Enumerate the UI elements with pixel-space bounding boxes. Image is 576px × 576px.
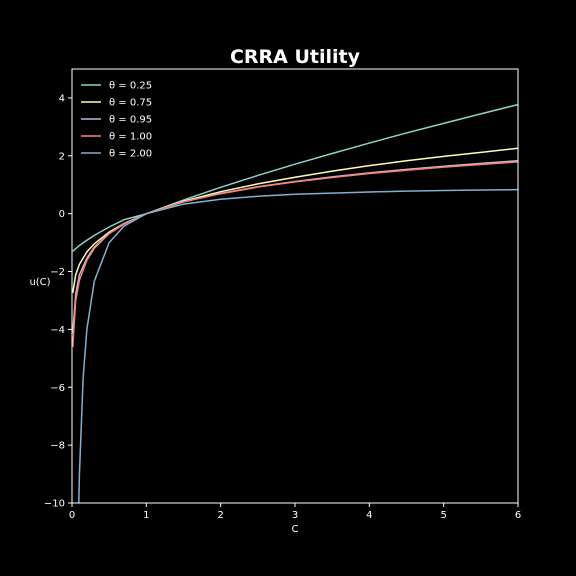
y-tick-label-3: −4 — [50, 325, 65, 336]
series-layer — [72, 103, 518, 503]
y-tick-label-1: −8 — [50, 441, 65, 452]
series-line-0 — [72, 103, 518, 252]
x-tick-label-0: 0 — [69, 510, 75, 521]
legend-label-0: θ = 0.25 — [109, 81, 152, 92]
x-tick-label-4: 4 — [366, 510, 372, 521]
chart-title: CRRA Utility — [230, 46, 361, 68]
legend-label-1: θ = 0.75 — [109, 98, 152, 109]
x-tick-label-6: 6 — [515, 510, 521, 521]
x-tick-label-3: 3 — [292, 510, 298, 521]
series-line-4 — [78, 188, 518, 503]
y-tick-label-7: 4 — [59, 93, 65, 104]
y-tick-label-2: −6 — [50, 383, 65, 394]
y-axis-label: u(C) — [29, 277, 50, 288]
y-tick-label-0: −10 — [44, 499, 65, 510]
x-tick-label-5: 5 — [440, 510, 446, 521]
legend-label-3: θ = 1.00 — [109, 132, 152, 143]
series-line-1 — [72, 147, 518, 294]
x-tick-label-2: 2 — [217, 510, 223, 521]
y-tick-label-6: 2 — [59, 151, 65, 162]
legend-label-2: θ = 0.95 — [109, 115, 152, 126]
x-tick-label-1: 1 — [143, 510, 149, 521]
x-axis-label: C — [292, 524, 299, 535]
legend: θ = 0.25 θ = 0.75 θ = 0.95 θ = 1.00 θ = 2.00 — [81, 81, 152, 160]
y-tick-label-5: 0 — [59, 209, 65, 220]
y-tick-label-4: −2 — [50, 267, 65, 278]
series-line-3 — [72, 161, 518, 348]
x-axis-ticks: 0 1 2 3 4 5 6 — [69, 503, 521, 521]
legend-label-4: θ = 2.00 — [109, 149, 152, 160]
y-axis-ticks: −10 −8 −6 −4 −2 0 2 4 — [44, 93, 72, 510]
